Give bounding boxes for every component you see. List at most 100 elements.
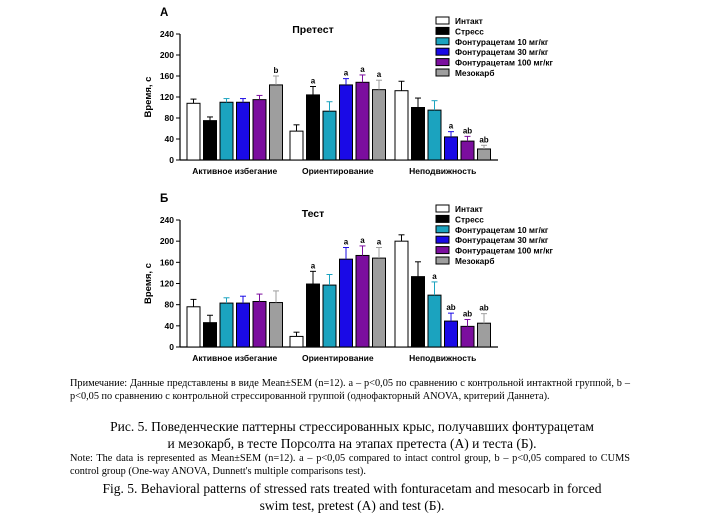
y-tick-label: 40 <box>165 134 175 144</box>
y-axis-label: Время, с <box>143 77 154 118</box>
legend-label: Фонтурацетам 10 мг/кг <box>455 225 549 235</box>
bar <box>322 110 337 161</box>
bar <box>219 101 234 161</box>
chart-title: Тест <box>302 208 325 220</box>
legend-swatch <box>435 68 450 77</box>
y-tick-label: 0 <box>169 155 174 165</box>
y-tick-label: 240 <box>160 215 174 225</box>
significance-label: ab <box>479 135 488 144</box>
y-tick-label: 160 <box>160 71 174 81</box>
bar <box>394 90 409 161</box>
x-tick-label: Ориентирование <box>302 353 374 363</box>
y-tick-label: 80 <box>165 300 175 310</box>
bar <box>269 302 283 348</box>
legend-swatch <box>435 16 450 25</box>
legend-label: Интакт <box>455 204 483 214</box>
bar <box>339 258 353 348</box>
chart-title: Претест <box>292 24 334 36</box>
legend-label: Мезокарб <box>455 256 494 266</box>
legend-swatch <box>435 204 450 213</box>
bar <box>252 99 267 161</box>
significance-label: a <box>344 238 349 247</box>
bar <box>203 322 217 348</box>
y-tick-label: 40 <box>165 321 175 331</box>
legend-label: Фонтурацетам 30 мг/кг <box>455 235 549 245</box>
significance-label: ab <box>463 309 472 318</box>
legend-label: Фонтурацетам 10 мг/кг <box>455 37 549 47</box>
legend-label: Фонтурацетам 30 мг/кг <box>455 47 549 57</box>
x-tick-label: Ориентирование <box>302 166 374 176</box>
significance-label: a <box>377 238 382 247</box>
y-tick-label: 240 <box>160 29 174 39</box>
legend-label: Мезокарб <box>455 68 494 78</box>
legend-swatch <box>435 214 450 223</box>
significance-label: a <box>360 65 365 74</box>
legend-swatch <box>435 235 450 244</box>
figure-charts: А Претест Время, с 0 40 80 120 160 200 240 b Активн… <box>143 7 554 363</box>
significance-label: b <box>274 66 279 75</box>
bar <box>186 306 201 348</box>
significance-label: a <box>311 261 316 270</box>
y-tick-label: 200 <box>160 50 174 60</box>
bar <box>411 276 425 348</box>
bar <box>444 136 458 161</box>
bar <box>236 101 250 161</box>
x-tick-label: Неподвижность <box>409 353 476 363</box>
bar <box>355 81 370 161</box>
bar <box>460 140 475 161</box>
en-caption-line-2: swim test, pretest (А) and test (Б). <box>259 498 445 513</box>
bar <box>322 284 337 348</box>
legend-swatch <box>435 256 450 265</box>
bar <box>186 102 201 161</box>
bar <box>427 109 442 161</box>
legend-swatch <box>435 225 450 234</box>
bar <box>355 254 370 348</box>
y-tick-label: 0 <box>169 342 174 352</box>
chart-panel-1: А Претест Время, с 0 40 80 120 160 200 240 b Активн… <box>143 7 554 176</box>
legend-label: Интакт <box>455 16 483 26</box>
bar <box>219 302 234 348</box>
significance-label: ab <box>463 126 472 135</box>
bar <box>289 130 304 161</box>
bar <box>477 322 491 348</box>
legend-swatch <box>435 26 450 35</box>
ru-caption-line-2: и мезокарб, в тесте Порсолта на этапах п… <box>167 436 537 451</box>
x-tick-label: Активное избегание <box>192 166 277 176</box>
legend-swatch <box>435 58 450 67</box>
significance-label: a <box>432 272 437 281</box>
ru-note: Примечание: Данные представлены в виде M… <box>70 378 630 402</box>
y-tick-label: 160 <box>160 257 174 267</box>
x-tick-label: Неподвижность <box>409 166 476 176</box>
legend-label: Фонтурацетам 100 мг/кг <box>455 58 554 68</box>
bar <box>236 302 250 348</box>
chart-panel-2: Б Тест Время, с 0 40 80 120 160 200 240 Активное и… <box>143 193 554 363</box>
significance-label: ab <box>479 304 488 313</box>
bar <box>477 148 491 161</box>
x-tick-label: Активное избегание <box>192 353 277 363</box>
bar <box>427 294 442 348</box>
bar <box>203 120 217 161</box>
bar <box>444 320 458 348</box>
legend-label: Стресс <box>455 26 484 36</box>
legend-swatch <box>435 37 450 46</box>
bar <box>306 283 320 348</box>
legend-swatch <box>435 246 450 255</box>
en-note: Note: The data is represented as Mean±SE… <box>70 453 630 477</box>
panel-letter: Б <box>160 193 168 205</box>
bar <box>339 84 353 161</box>
bar <box>394 240 409 348</box>
significance-label: a <box>360 236 365 245</box>
panel-letter: А <box>160 7 168 19</box>
y-tick-label: 120 <box>160 92 174 102</box>
bar <box>372 89 386 161</box>
significance-label: a <box>449 122 454 131</box>
legend-label: Стресс <box>455 214 484 224</box>
significance-label: a <box>344 69 349 78</box>
bar <box>269 84 283 161</box>
en-caption-line-1: Fig. 5. Behavioral patterns of stressed … <box>102 481 602 496</box>
legend-label: Фонтурацетам 100 мг/кг <box>455 246 554 256</box>
significance-label: ab <box>446 303 455 312</box>
significance-label: a <box>311 77 316 86</box>
bar <box>372 257 386 348</box>
